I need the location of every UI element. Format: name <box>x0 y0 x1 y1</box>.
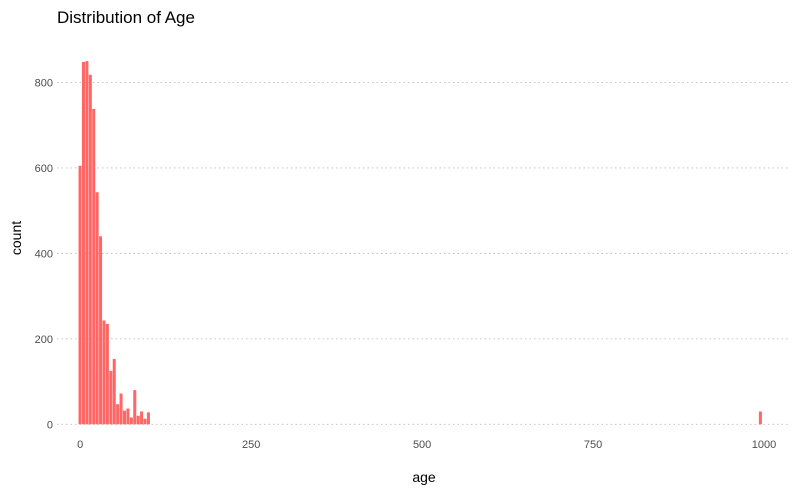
y-axis-ticks: 0 200 400 600 800 <box>35 77 53 431</box>
x-tick-label: 750 <box>584 439 602 451</box>
histogram-bar <box>116 404 120 425</box>
y-tick-label: 200 <box>35 334 53 346</box>
histogram-bar <box>146 412 150 425</box>
x-axis-label: age <box>412 469 436 485</box>
x-tick-label: 250 <box>242 439 260 451</box>
y-tick-label: 800 <box>35 77 53 89</box>
x-tick-label: 1000 <box>752 439 776 451</box>
histogram-bar <box>85 61 89 425</box>
histogram-bar <box>105 323 109 425</box>
histogram-bar <box>758 411 762 425</box>
histogram-bar <box>112 358 116 425</box>
histogram-bar <box>126 408 130 425</box>
histogram-bar <box>81 61 85 425</box>
histogram-bar <box>133 390 137 425</box>
histogram-bar <box>140 411 144 425</box>
histogram-bar <box>88 74 92 425</box>
x-tick-label: 500 <box>413 439 431 451</box>
histogram-bar <box>92 108 96 425</box>
y-tick-label: 600 <box>35 163 53 175</box>
histogram-bar <box>78 165 82 425</box>
histogram-bar <box>95 192 99 425</box>
x-tick-label: 0 <box>77 439 83 451</box>
y-tick-label: 400 <box>35 248 53 260</box>
grid-lines <box>57 81 790 425</box>
y-axis-label: count <box>8 221 24 255</box>
histogram-bar <box>102 320 106 425</box>
histogram-bars <box>78 61 762 425</box>
histogram-bar <box>136 415 140 425</box>
histogram-bar <box>143 418 147 425</box>
histogram-bar <box>109 370 113 425</box>
x-axis-ticks: 0 250 500 750 1000 <box>77 439 776 451</box>
histogram-bar <box>99 236 103 425</box>
chart-title: Distribution of Age <box>57 8 195 27</box>
histogram-bar <box>119 393 123 425</box>
histogram-bar <box>129 417 133 425</box>
y-tick-label: 0 <box>47 419 53 431</box>
histogram-bar <box>122 410 127 425</box>
